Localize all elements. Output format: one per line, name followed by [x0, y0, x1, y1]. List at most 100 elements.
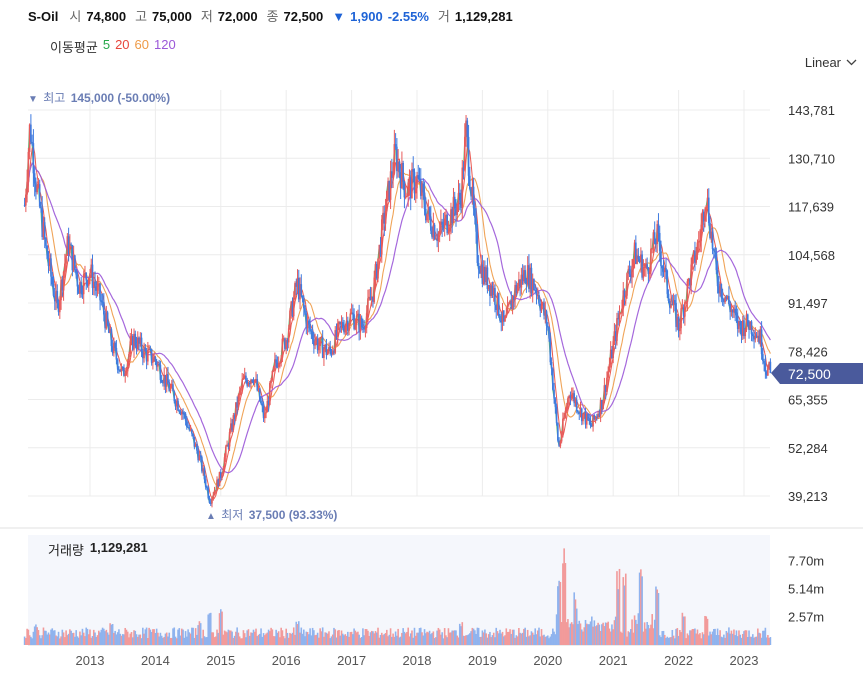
candle-body — [289, 310, 291, 329]
high-arrow-icon: ▼ — [28, 94, 38, 105]
candle-body — [394, 144, 397, 147]
candle-body — [38, 184, 41, 207]
candle-body — [378, 244, 381, 259]
candle-body — [509, 300, 511, 304]
candle-body — [323, 349, 325, 358]
volume-bar — [702, 634, 705, 645]
volume-bar — [330, 636, 333, 645]
candle-body — [588, 419, 591, 421]
volume-bar — [716, 628, 719, 645]
candle-body — [226, 444, 228, 447]
volume-bar — [577, 624, 579, 645]
candle-body — [452, 196, 455, 224]
volume-bar — [119, 633, 121, 645]
volume-bar — [578, 620, 581, 645]
candle-body — [101, 301, 104, 303]
candle-body — [755, 335, 758, 338]
volume-bar — [38, 635, 41, 645]
candle-body — [375, 264, 378, 279]
volume-bar — [126, 631, 129, 645]
volume-bar — [539, 636, 542, 645]
x-tick-label: 2018 — [403, 653, 432, 668]
volume-bar — [514, 637, 516, 645]
candle-body — [446, 214, 448, 233]
candle-body — [344, 325, 347, 333]
candle-body — [359, 317, 362, 333]
volume-bar — [301, 633, 304, 645]
candle-body — [388, 180, 391, 200]
open-value: 74,800 — [86, 9, 127, 24]
candle-body — [270, 380, 272, 384]
candle-body — [193, 436, 196, 447]
volume-bar — [558, 580, 560, 645]
candle-body — [559, 441, 562, 447]
candle-body — [228, 432, 231, 447]
volume-bar — [304, 636, 306, 645]
candle-body — [92, 281, 95, 289]
ma-5[interactable]: 5 — [102, 37, 111, 52]
volume-bar — [490, 637, 493, 645]
candle-body — [306, 320, 309, 329]
ma-60[interactable]: 60 — [134, 37, 150, 52]
candle-body — [721, 297, 724, 299]
candle-body — [110, 328, 113, 347]
volume-bar — [297, 621, 300, 645]
candle-body — [696, 242, 699, 255]
low-arrow-icon: ▲ — [206, 511, 216, 522]
volume-bar — [622, 577, 625, 645]
volume-bar — [580, 629, 583, 645]
volume-bar — [540, 629, 543, 645]
volume-bar — [759, 633, 762, 645]
volume-bar — [179, 635, 182, 645]
candle-body — [515, 285, 518, 293]
volume-bar — [518, 628, 520, 645]
candle-body — [280, 357, 282, 363]
volume-bar — [388, 634, 391, 645]
volume-bar — [152, 629, 154, 645]
volume-bar — [419, 627, 422, 645]
candle-body — [352, 312, 354, 315]
candle-body — [572, 393, 574, 395]
candle-body — [462, 167, 465, 171]
candle-body — [320, 337, 323, 339]
candle-body — [98, 283, 100, 286]
volume-bar — [59, 638, 61, 645]
volume-bar — [692, 628, 695, 645]
candle-body — [443, 218, 446, 228]
candle-body — [752, 334, 754, 336]
candle-body — [56, 291, 59, 303]
candle-body — [227, 444, 230, 447]
candle-body — [514, 285, 516, 300]
candle-body — [90, 264, 93, 274]
scale-selector[interactable]: Linear — [805, 55, 857, 70]
x-tick-label: 2015 — [206, 653, 235, 668]
candle-body — [191, 429, 193, 434]
candle-body — [740, 325, 743, 336]
volume-bar — [617, 589, 620, 645]
volume-bar — [335, 637, 338, 645]
volume-bar — [430, 634, 432, 645]
volume-bar — [178, 628, 181, 645]
volume-bar — [383, 634, 386, 645]
ma-120[interactable]: 120 — [154, 37, 176, 52]
volume-bar — [744, 630, 747, 645]
candle-body — [347, 320, 349, 331]
volume-bar — [222, 634, 225, 645]
volume-bar — [426, 631, 428, 645]
volume-bar — [584, 619, 587, 645]
candle-body — [106, 312, 109, 325]
volume-bar — [487, 634, 490, 645]
candle-body — [549, 338, 552, 363]
candle-body — [89, 273, 91, 279]
candle-body — [750, 321, 753, 335]
candle-body — [506, 304, 509, 314]
volume-bar — [339, 635, 342, 645]
volume-bar — [160, 635, 163, 645]
candle-body — [472, 186, 475, 209]
ma-20[interactable]: 20 — [115, 37, 130, 52]
candle-body — [419, 179, 422, 196]
volume-bar — [115, 634, 118, 645]
volume-bar — [607, 621, 609, 645]
candle-body — [267, 400, 270, 405]
